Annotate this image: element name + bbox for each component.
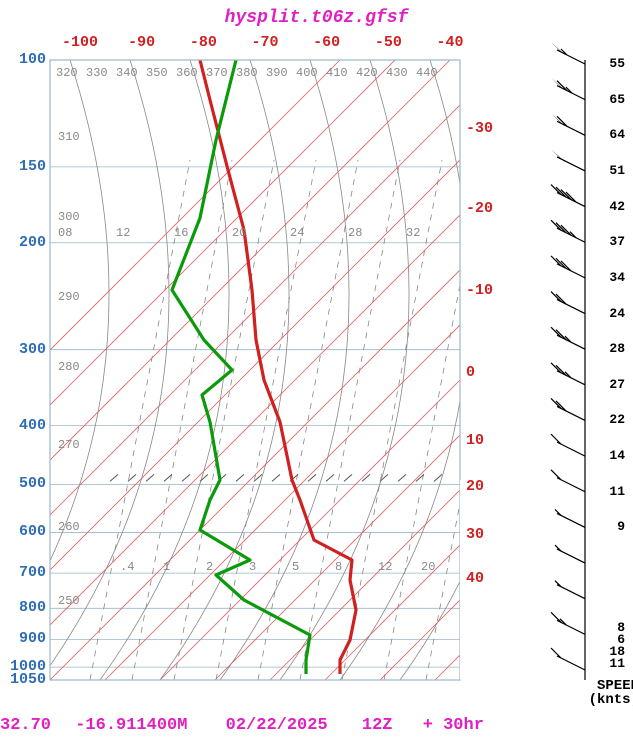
footer: 32.70 -16.911400M 02/22/2025 12Z + 30hr — [0, 716, 633, 735]
skewt-diagram — [0, 0, 633, 741]
